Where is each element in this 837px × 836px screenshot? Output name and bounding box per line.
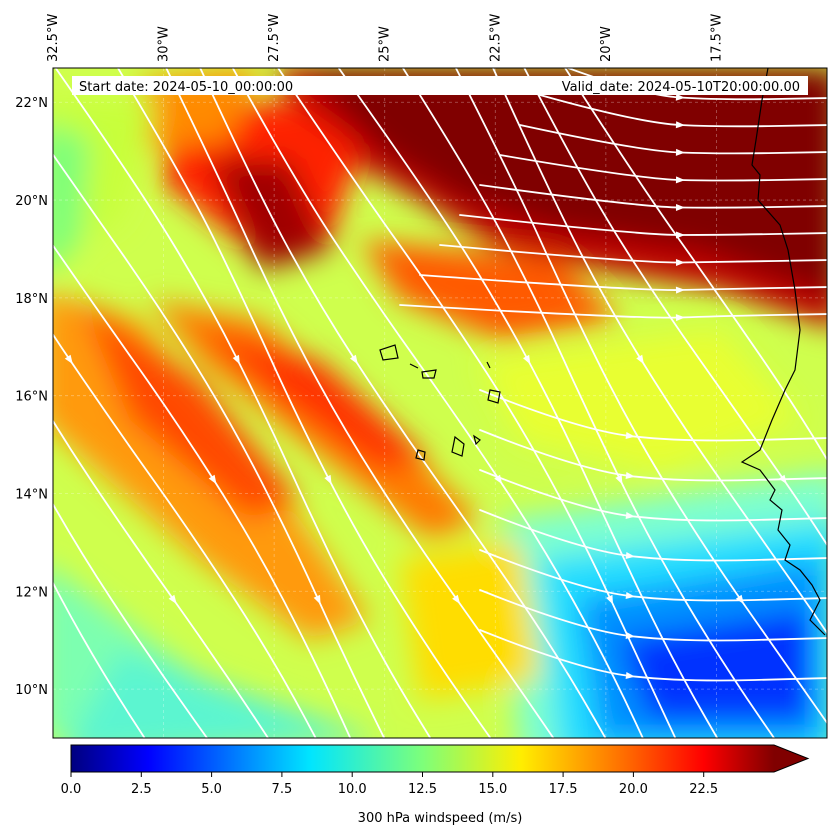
streamline-arrow	[34, 475, 44, 486]
streamline-arrow	[636, 354, 644, 365]
streamline	[337, 68, 719, 738]
streamline	[53, 581, 146, 738]
colorbar-tick-label: 7.5	[272, 782, 293, 797]
colorbar-gradient	[71, 745, 774, 772]
streamline-arrow	[625, 472, 635, 479]
streamline-arrow	[606, 594, 614, 605]
streamline	[419, 274, 827, 291]
streamline-arrow	[735, 594, 744, 605]
streamline	[399, 304, 827, 319]
map-frame	[52, 67, 828, 739]
streamline-arrow	[208, 474, 217, 485]
longitude-tick-labels: 32.5°W 30°W 27.5°W 25°W 22.5°W 20°W 17.5°W	[46, 14, 724, 62]
streamline-arrow	[625, 552, 635, 559]
streamline	[492, 68, 827, 635]
lat-tick-label: 20°N	[15, 194, 48, 209]
lon-tick-label: 30°W	[157, 26, 172, 62]
streamline-arrow	[349, 354, 358, 365]
streamline-arrow	[676, 231, 685, 239]
lon-tick-label: 22.5°W	[488, 14, 503, 62]
lat-tick-label: 12°N	[15, 585, 48, 600]
streamline-arrow	[675, 176, 685, 184]
windspeed-field	[53, 68, 827, 738]
lon-tick-label: 17.5°W	[709, 14, 724, 62]
streamline-arrow	[625, 672, 635, 679]
streamline-arrow	[452, 594, 461, 605]
date-banner-background	[72, 76, 808, 95]
colorbar-tick-label: 10.0	[338, 782, 367, 797]
colorbar: 0.0 2.5 5.0 7.5 10.0 12.5 15.0 17.5 20.0 22.5 300…	[61, 744, 810, 826]
colorbar-tick-label: 12.5	[408, 782, 437, 797]
streamline-arrow	[675, 121, 685, 129]
colorbar-extend-arrow	[774, 745, 808, 772]
colorbar-outline	[70, 744, 810, 773]
streamline-arrow	[675, 259, 685, 267]
streamline-arrow	[675, 314, 685, 322]
colorbar-title: 300 hPa windspeed (m/s)	[358, 811, 523, 826]
lat-tick-label: 16°N	[15, 390, 48, 405]
streamline-arrow	[625, 512, 635, 519]
streamline	[53, 332, 317, 738]
streamline-arrows	[34, 93, 787, 679]
streamline-arrow	[64, 354, 73, 365]
streamline-arrow	[778, 474, 787, 485]
streamline	[459, 214, 827, 236]
colorbar-tick-label: 5.0	[201, 782, 222, 797]
streamline	[401, 68, 776, 738]
streamline	[199, 68, 607, 738]
streamline	[523, 68, 827, 547]
latitude-tick-labels: 22°N 20°N 18°N 16°N 14°N 12°N 10°N	[15, 96, 48, 698]
streamline-arrow	[675, 286, 685, 294]
streamline-arrow	[625, 592, 635, 599]
streamline-arrow	[168, 594, 177, 605]
streamline-arrow	[675, 203, 685, 211]
streamline-arrow	[625, 432, 635, 439]
streamline	[479, 184, 827, 209]
streamline	[53, 502, 209, 738]
lon-tick-label: 32.5°W	[46, 14, 61, 62]
cape-verde-islands	[379, 344, 501, 461]
colorbar-tick-label: 15.0	[478, 782, 507, 797]
streamline	[53, 419, 270, 738]
streamline	[116, 68, 492, 738]
start-date-label: Start date: 2024-05-10_00:00:00	[79, 80, 293, 95]
wind-streamlines	[53, 68, 827, 738]
lon-tick-label: 20°W	[599, 26, 614, 62]
streamline	[439, 244, 827, 264]
streamline	[277, 68, 677, 738]
lon-tick-label: 25°W	[378, 26, 393, 62]
lon-tick-label: 27.5°W	[267, 14, 282, 62]
lat-tick-label: 14°N	[15, 487, 48, 502]
colorbar-tick-label: 22.5	[689, 782, 718, 797]
streamline-arrow	[522, 354, 531, 365]
streamline-arrow	[675, 148, 685, 156]
streamline-arrow	[324, 474, 332, 485]
streamline	[564, 68, 827, 462]
streamline	[54, 68, 432, 738]
lat-tick-label: 10°N	[15, 683, 48, 698]
streamline	[53, 243, 352, 738]
colorbar-tick-label: 0.0	[61, 782, 82, 797]
streamline-arrow	[313, 594, 321, 605]
colorbar-tick-label: 20.0	[619, 782, 648, 797]
lat-tick-label: 22°N	[15, 96, 48, 111]
streamline-arrow	[625, 632, 635, 639]
valid-date-label: Valid_date: 2024-05-10T20:00:00.00	[562, 80, 800, 95]
colorbar-tick-label: 17.5	[549, 782, 578, 797]
colorbar-ticks: 0.0 2.5 5.0 7.5 10.0 12.5 15.0 17.5 20.0 22.5	[61, 772, 718, 797]
streamline	[53, 153, 386, 738]
streamline-arrow	[675, 93, 685, 101]
lat-tick-label: 18°N	[15, 292, 48, 307]
streamline-arrow	[494, 474, 503, 485]
streamline	[454, 68, 827, 725]
streamline-arrow	[232, 354, 240, 365]
streamline	[231, 68, 644, 738]
graticule	[53, 68, 827, 738]
streamline-arrow	[615, 474, 623, 485]
coastlines	[379, 68, 826, 636]
africa-coastline	[740, 68, 826, 636]
colorbar-tick-label: 2.5	[131, 782, 152, 797]
streamline	[165, 68, 555, 738]
